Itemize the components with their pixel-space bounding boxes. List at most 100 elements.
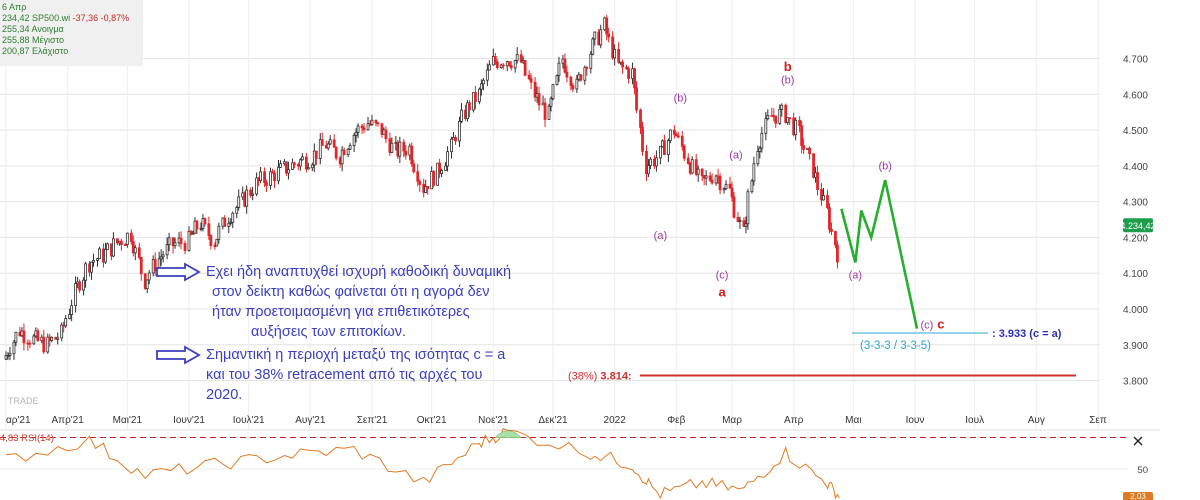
rsi-badge-text: 2,03 [1130,492,1146,500]
candle-body [605,17,609,35]
projection-line [840,179,919,329]
quote-high: 255,88 Μέγιστο [2,35,65,45]
axes: 3.800 3.900 4.000 4.100 4.200 4.300 4.400 4.500… [6,55,1156,426]
candle-body [346,148,350,156]
candle-body [454,137,457,142]
candle-body [390,142,394,153]
candle-body [410,145,414,165]
candle-body [380,123,384,135]
x-tick-label: Σεπ [1089,415,1107,426]
candle-body [812,153,815,178]
candle-body [477,88,481,102]
candle-body [569,76,573,86]
candle-body [56,337,60,340]
candle-body [444,165,447,171]
candle-body [784,104,788,123]
candle-body [738,220,742,222]
candle-body [340,149,344,165]
candle-body [104,249,107,263]
candle-body [551,84,555,100]
candle-body [513,60,517,69]
candle-body [199,227,203,230]
candle-body [458,121,461,142]
candle-body [207,223,211,236]
candle-body [167,237,171,246]
candle-body [237,196,241,208]
candle-body [710,179,714,184]
candle-body [537,93,541,106]
candle-body [493,56,497,63]
candle-body [173,242,177,247]
candle-body [245,189,249,207]
candle-body [704,175,708,179]
x-tick-label: Νοε'21 [478,415,509,426]
candle-body [446,151,449,167]
quote-symbol: SP500.wi [32,13,71,23]
candle-body [8,353,12,356]
candle-body [766,115,770,120]
candle-body [119,240,123,245]
wave-label: a [718,284,726,299]
candle-body [366,123,370,131]
candle-body [251,193,255,196]
candle-body [543,102,547,120]
candle-body [649,158,652,167]
x-tick-label: Φεβ [667,415,685,426]
candle-body [563,58,567,73]
candle-body [501,64,505,67]
candle-body [565,71,569,78]
candle-body [271,171,274,174]
quote-line-1: 234,42 SP500.wi -37,36 -0,87% [2,13,143,24]
candle-body [760,132,764,149]
candle-body [611,36,615,59]
quote-open: 255,34 Ανοιγμα [2,24,64,34]
x-tick-label: Ιουλ'21 [233,415,265,426]
annotation-second: Σημαντική η περιοχή μεταξύ της ισότητας … [206,345,505,405]
y-tick-label: 4.700 [1123,55,1148,66]
arrow-icon [156,345,201,365]
candle-body [74,283,78,307]
candle-body [70,305,74,315]
candle-body [28,342,32,345]
candle-body [418,180,422,185]
candle-body [474,92,477,102]
candle-body [802,145,806,150]
candle-body [187,230,191,251]
candle-body [231,212,235,223]
retracement-pct: (38%) [568,371,600,383]
candle-body [635,87,638,111]
candle-body [487,64,491,71]
candle-body [794,119,798,136]
candle-body [90,261,93,273]
candle-body [724,183,728,190]
candle-body [641,126,644,152]
candle-body [255,177,259,195]
candle-body [42,336,46,353]
candle-body [527,74,531,80]
x-tick-label: Απρ'21 [52,415,85,426]
candle-body [780,104,784,110]
candle-body [613,48,617,59]
candle-body [36,330,40,342]
candle-body [229,221,233,224]
rsi-badge [1123,492,1153,500]
candle-body [778,108,782,124]
candle-body [547,105,551,120]
candle-body [800,125,804,147]
candle-body [481,79,485,85]
candle-body [334,146,338,159]
candle-body [269,171,272,186]
candle-body [589,53,593,69]
y-tick-label: 3.800 [1123,377,1148,388]
candle-body [607,33,611,38]
candle-body [279,163,282,168]
candle-body [215,238,219,247]
candlestick-series [4,14,839,361]
candle-body [722,188,726,191]
y-tick-label: 4.500 [1123,126,1148,137]
y-tick-label: 4.300 [1123,198,1148,209]
candle-body [808,147,811,155]
candle-body [171,237,175,247]
candle-body [328,139,332,145]
candle-body [426,186,430,190]
